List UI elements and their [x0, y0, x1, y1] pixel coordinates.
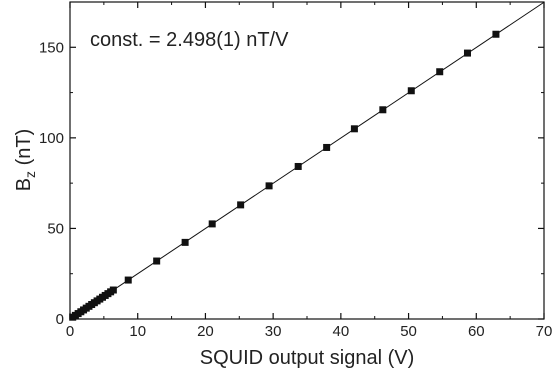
- ticks-layer: 0 10 20 30 40 50 60 70 0 50 100 150: [39, 1, 553, 340]
- data-point-0-24: [350, 125, 358, 133]
- data-point-0-17: [153, 257, 161, 265]
- data-point-0-18: [181, 238, 189, 246]
- x-tick-label-4: 40: [333, 323, 350, 340]
- y-axis-title: Bz (nT): [13, 129, 38, 192]
- data-point-0-29: [492, 30, 500, 38]
- data-points-layer: [69, 30, 500, 321]
- data-point-0-23: [323, 143, 331, 151]
- annotation-constant: const. = 2.498(1) nT/V: [90, 29, 289, 51]
- y-tick-label-0: 0: [56, 311, 64, 328]
- x-tick-label-0: 0: [66, 323, 74, 340]
- data-point-0-26: [407, 87, 415, 95]
- data-point-0-27: [436, 68, 444, 76]
- y-tick-label-2: 100: [39, 130, 64, 147]
- data-point-0-22: [294, 162, 302, 170]
- data-point-0-21: [265, 182, 273, 190]
- x-tick-label-7: 70: [536, 323, 553, 340]
- y-tick-label-1: 50: [47, 220, 64, 237]
- x-axis-title: SQUID output signal (V): [200, 347, 415, 369]
- y-tick-label-3: 150: [39, 39, 64, 56]
- x-tick-label-5: 50: [400, 323, 417, 340]
- data-point-0-28: [463, 49, 471, 57]
- y-axis-title-unit: (nT): [13, 129, 35, 171]
- x-tick-label-6: 60: [468, 323, 485, 340]
- y-axis-title-subscript: z: [22, 171, 38, 178]
- x-tick-label-2: 20: [197, 323, 214, 340]
- data-point-0-19: [208, 220, 216, 228]
- data-point-0-16: [124, 276, 132, 284]
- data-point-0-15: [109, 286, 117, 294]
- data-point-0-20: [237, 201, 245, 209]
- x-tick-label-1: 10: [129, 323, 146, 340]
- y-axis-title-main: B: [13, 178, 35, 191]
- x-tick-label-3: 30: [265, 323, 282, 340]
- data-point-0-25: [379, 106, 387, 114]
